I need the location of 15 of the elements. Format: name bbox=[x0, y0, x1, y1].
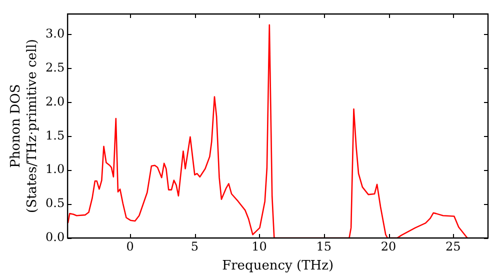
x-tick-label: 0 bbox=[126, 239, 134, 254]
y-tick-label: 3.0 bbox=[45, 26, 65, 40]
y-tick-label: 0.0 bbox=[45, 230, 65, 244]
x-tick-label: 15 bbox=[316, 239, 332, 254]
y-tick-label: 1.5 bbox=[45, 128, 65, 142]
y-tick-label: 1.0 bbox=[45, 162, 65, 176]
y-tick-label: 0.5 bbox=[45, 196, 65, 210]
x-tick-label: 5 bbox=[190, 239, 199, 254]
x-tick-label: 20 bbox=[380, 239, 396, 254]
y-axis-title: Phonon DOS (States/THz·primitive cell) bbox=[8, 38, 40, 214]
x-tick-label: 10 bbox=[252, 239, 267, 254]
x-tick-label: 25 bbox=[445, 239, 461, 254]
y-tick-label: 2.5 bbox=[45, 60, 65, 74]
y-tick-label: 2.0 bbox=[45, 94, 65, 108]
x-axis-title: Frequency (THz) bbox=[222, 258, 334, 274]
